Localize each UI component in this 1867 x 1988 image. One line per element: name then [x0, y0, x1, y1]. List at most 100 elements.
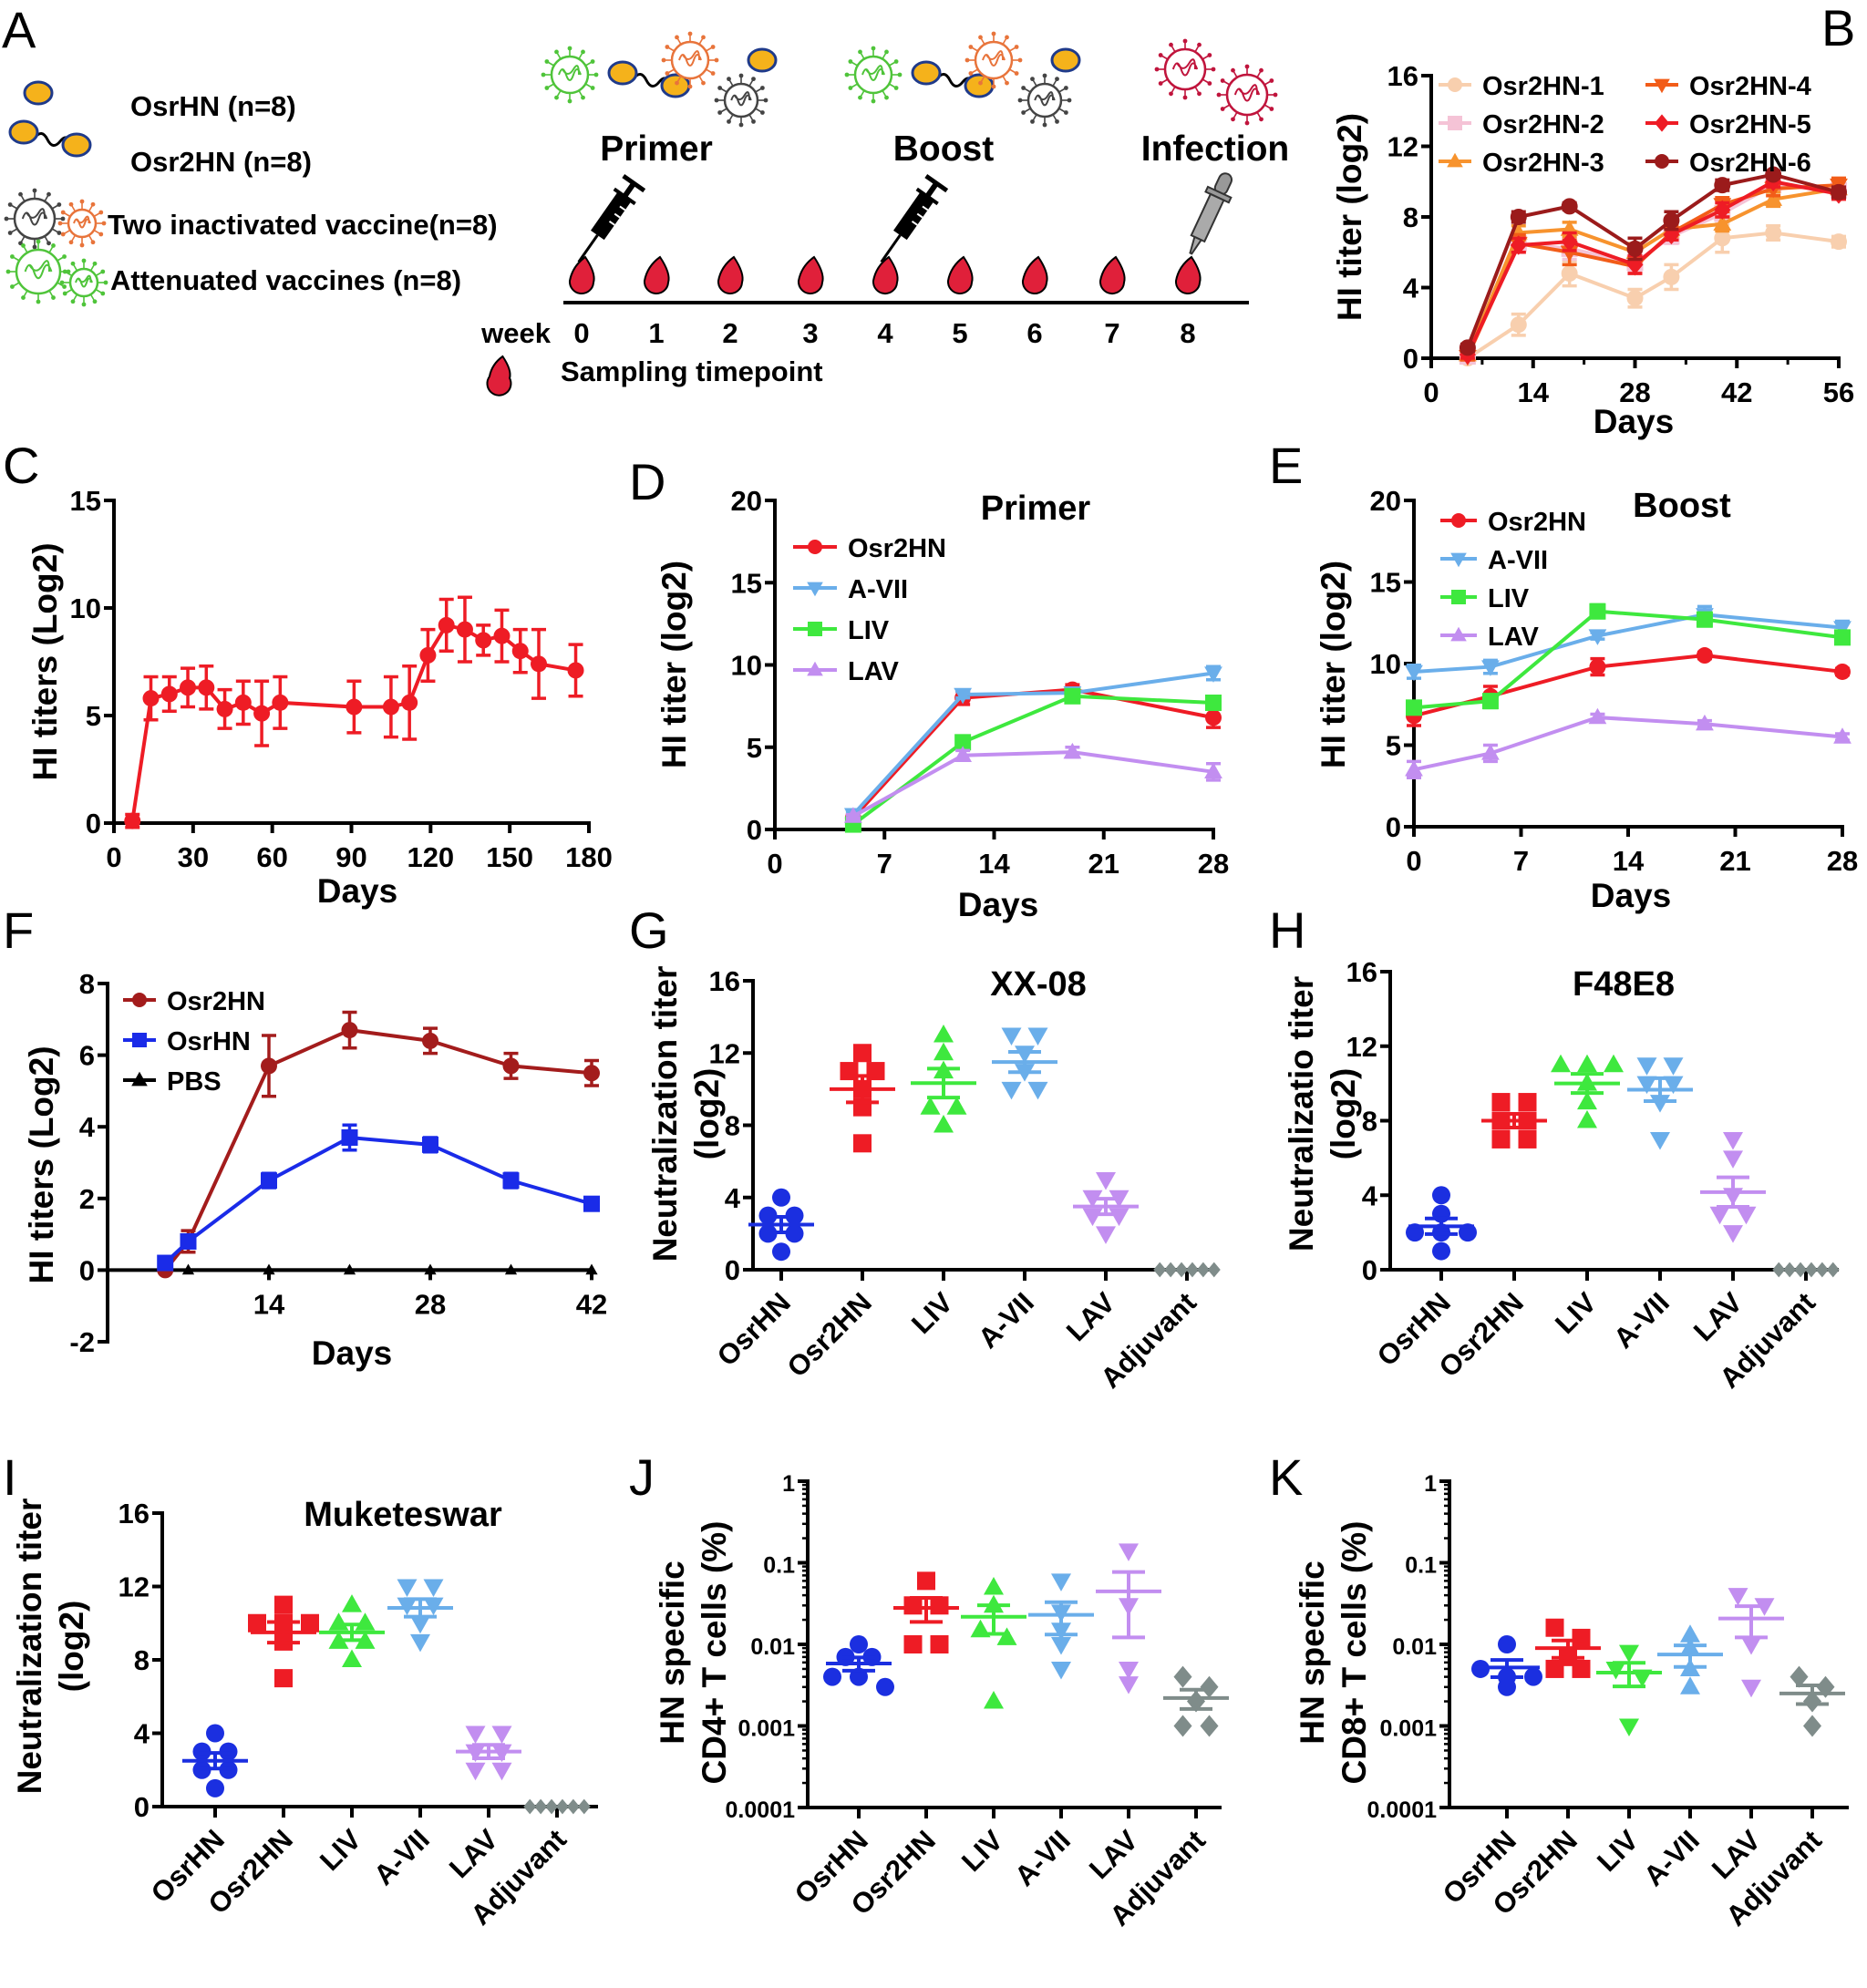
sem-error-bar — [765, 1214, 798, 1234]
series-osr2hn-4 — [1459, 176, 1848, 366]
data-point — [1561, 265, 1578, 282]
data-point — [475, 632, 492, 649]
data-point — [930, 1596, 949, 1615]
spike-tip-shape — [567, 98, 572, 104]
spike-tip-shape — [1207, 53, 1212, 57]
spike-tip-shape — [81, 302, 87, 307]
y-tick-label: 0.001 — [738, 1716, 795, 1742]
data-point — [1604, 1054, 1624, 1073]
data-point — [772, 1188, 790, 1207]
envelope-shape — [1163, 47, 1207, 91]
envelope-shape — [1225, 73, 1269, 117]
data-point — [1518, 1129, 1537, 1149]
particle-shape — [8, 119, 39, 145]
group-osrhn — [182, 1724, 248, 1797]
series-line — [1413, 609, 1843, 710]
data-point — [1803, 1715, 1821, 1737]
spike-tip-shape — [1021, 110, 1026, 115]
spike-tip-shape — [79, 199, 85, 204]
envelope-shape — [853, 55, 893, 95]
y-tick-label: 5 — [1386, 730, 1401, 762]
data-point — [1663, 1076, 1684, 1095]
spike-tip-shape — [57, 231, 62, 235]
sem-error-bar — [1717, 1175, 1749, 1210]
spike-tip-shape — [763, 98, 768, 103]
challenge-virus-icon — [1154, 38, 1278, 126]
dropper-tube — [1190, 192, 1225, 243]
spike-tip-shape — [727, 118, 731, 124]
x-tick-label: 0 — [767, 848, 782, 880]
spike-tip-shape — [1042, 73, 1047, 78]
virus-icon — [1154, 38, 1216, 100]
spike-tip-shape — [687, 31, 693, 36]
spike-tip-shape — [701, 35, 706, 40]
data-point — [410, 1633, 430, 1653]
y-tick-label: 15 — [731, 567, 762, 599]
y-tick-label: 12 — [119, 1571, 150, 1603]
sampling-timepoint-label: Sampling timepoint — [561, 355, 823, 387]
series-line — [851, 694, 1214, 827]
data-point — [1051, 1573, 1071, 1591]
syringe-mark — [922, 205, 929, 211]
spike-tip-shape — [1244, 64, 1250, 69]
panel-label: C — [3, 437, 39, 494]
data-point — [493, 627, 511, 644]
x-axis-title: Days — [1591, 877, 1671, 914]
spike-tip-shape — [7, 202, 13, 207]
series-values — [124, 595, 584, 829]
y-tick-label: 10 — [731, 650, 762, 682]
chart-panel-b: B 0 4 8 12 16 HI titer (log2) 0 14 28 42 56 Days Osr2… — [1331, 0, 1855, 440]
data-point — [853, 1044, 872, 1063]
data-point — [1709, 1206, 1730, 1225]
panel-label: I — [3, 1448, 17, 1506]
spike-tip-shape — [79, 242, 85, 248]
genome-shape — [558, 65, 582, 81]
data-point — [1680, 1624, 1700, 1643]
y-tick-label: 10 — [70, 592, 101, 624]
x-tick-label: 0 — [106, 841, 121, 873]
spike-tip-shape — [968, 45, 974, 49]
category-label: A-VII — [972, 1286, 1040, 1355]
data-point — [1405, 760, 1423, 777]
spike-tip-shape — [665, 45, 670, 49]
data-point — [1185, 1262, 1199, 1278]
sem-error-bar — [846, 1074, 879, 1105]
data-point — [850, 1635, 868, 1653]
syringe-mark — [916, 212, 923, 219]
group-a-vii — [1028, 1573, 1094, 1680]
group-a-vii — [992, 1027, 1057, 1100]
group-lav — [1718, 1588, 1784, 1698]
legend-label: Osr2HN-2 — [1482, 110, 1604, 139]
category-label: LAV — [443, 1823, 504, 1884]
data-point — [1741, 1679, 1761, 1698]
spike-tip-shape — [544, 59, 550, 64]
legend-label: Osr2HN-6 — [1689, 149, 1811, 178]
data-point — [1096, 1171, 1116, 1190]
category-label: A-VII — [1008, 1824, 1077, 1892]
data-point — [346, 698, 363, 716]
spike-tip-shape — [675, 35, 679, 40]
spike-tip-shape — [717, 110, 723, 115]
data-point — [301, 1613, 319, 1633]
y-tick-label: 0 — [725, 1254, 740, 1286]
spike-tip-shape — [858, 95, 862, 100]
spike-tip-shape — [1005, 35, 1009, 40]
data-point — [1510, 235, 1527, 255]
data-point — [1175, 1262, 1189, 1278]
data-point — [263, 1263, 275, 1275]
sampling-drop-icon — [568, 255, 595, 294]
data-point — [1605, 1661, 1626, 1680]
data-point — [1109, 1208, 1129, 1227]
data-point — [1405, 664, 1423, 682]
y-tick-label: 0.1 — [1405, 1553, 1437, 1579]
data-point — [1619, 1644, 1639, 1664]
chart-title: Boost — [1633, 487, 1731, 525]
spike-tip-shape — [968, 71, 974, 76]
syringe-handle — [622, 174, 646, 193]
data-point — [1204, 762, 1222, 779]
data-point — [555, 1798, 569, 1815]
data-point — [1561, 198, 1578, 215]
data-point — [1063, 742, 1082, 759]
x-tick-label: 56 — [1823, 376, 1854, 408]
